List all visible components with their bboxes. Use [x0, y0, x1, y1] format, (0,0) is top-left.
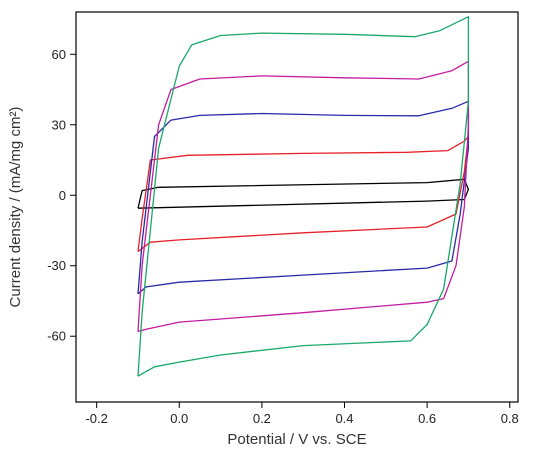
- y-tick-label: 0: [59, 188, 66, 203]
- plot-frame: [75, 11, 519, 403]
- y-tick-label: -60: [47, 329, 66, 344]
- x-tick-label: 0.0: [170, 411, 188, 426]
- y-axis: -60 -30 0 30 60: [47, 47, 76, 344]
- cv-curve-3: [137, 100, 470, 295]
- x-tick-label: -0.2: [85, 411, 107, 426]
- y-tick-label: -30: [47, 258, 66, 273]
- x-tick-label: 0.8: [501, 411, 519, 426]
- cv-curve-2: [137, 135, 470, 253]
- x-tick-label: 0.2: [253, 411, 271, 426]
- cv-curve-1: [137, 178, 470, 209]
- x-tick-label: 0.6: [418, 411, 436, 426]
- y-axis-title: Current density / (mA/mg cm²): [7, 107, 24, 308]
- y-tick-label: 60: [52, 47, 66, 62]
- x-axis: -0.2 0.0 0.2 0.4 0.6 0.8: [85, 402, 519, 426]
- y-tick-label: 30: [52, 117, 66, 132]
- series-group: [137, 16, 470, 377]
- x-axis-title: Potential / V vs. SCE: [227, 431, 366, 448]
- cv-curve-4: [137, 60, 470, 333]
- x-tick-label: 0.4: [335, 411, 353, 426]
- cv-curve-5: [137, 16, 470, 377]
